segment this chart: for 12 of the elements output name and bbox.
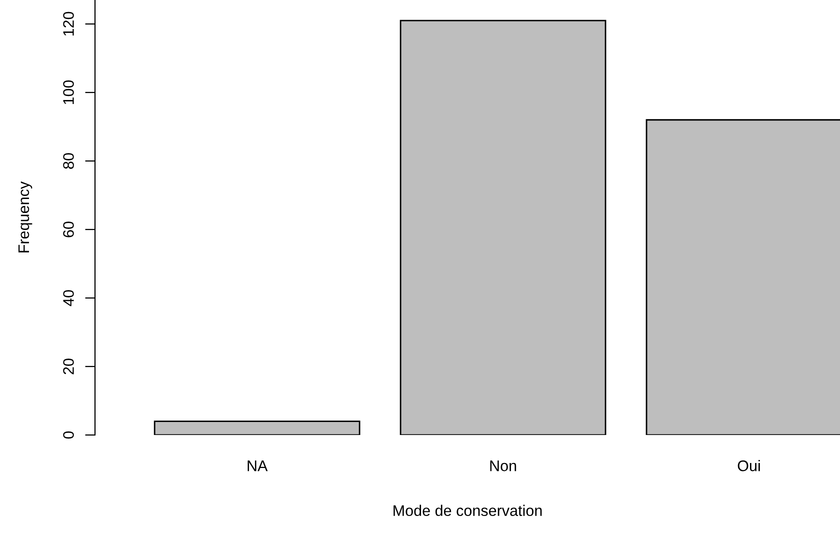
x-tick-label: Oui	[738, 460, 760, 472]
y-tick-label: 40	[63, 290, 74, 306]
y-tick-label: 60	[63, 222, 74, 238]
y-tick-label: 80	[63, 153, 74, 169]
y-tick-label: 100	[63, 80, 74, 104]
x-axis-title: Mode de conservation	[394, 504, 542, 516]
y-tick-label: 20	[63, 358, 74, 374]
x-tick-label: NA	[248, 460, 268, 472]
y-axis-title: Frequency	[18, 181, 32, 252]
x-tick-label: Non	[490, 460, 516, 472]
y-tick-label: 120	[63, 12, 74, 36]
y-tick-label: 0	[63, 431, 74, 439]
